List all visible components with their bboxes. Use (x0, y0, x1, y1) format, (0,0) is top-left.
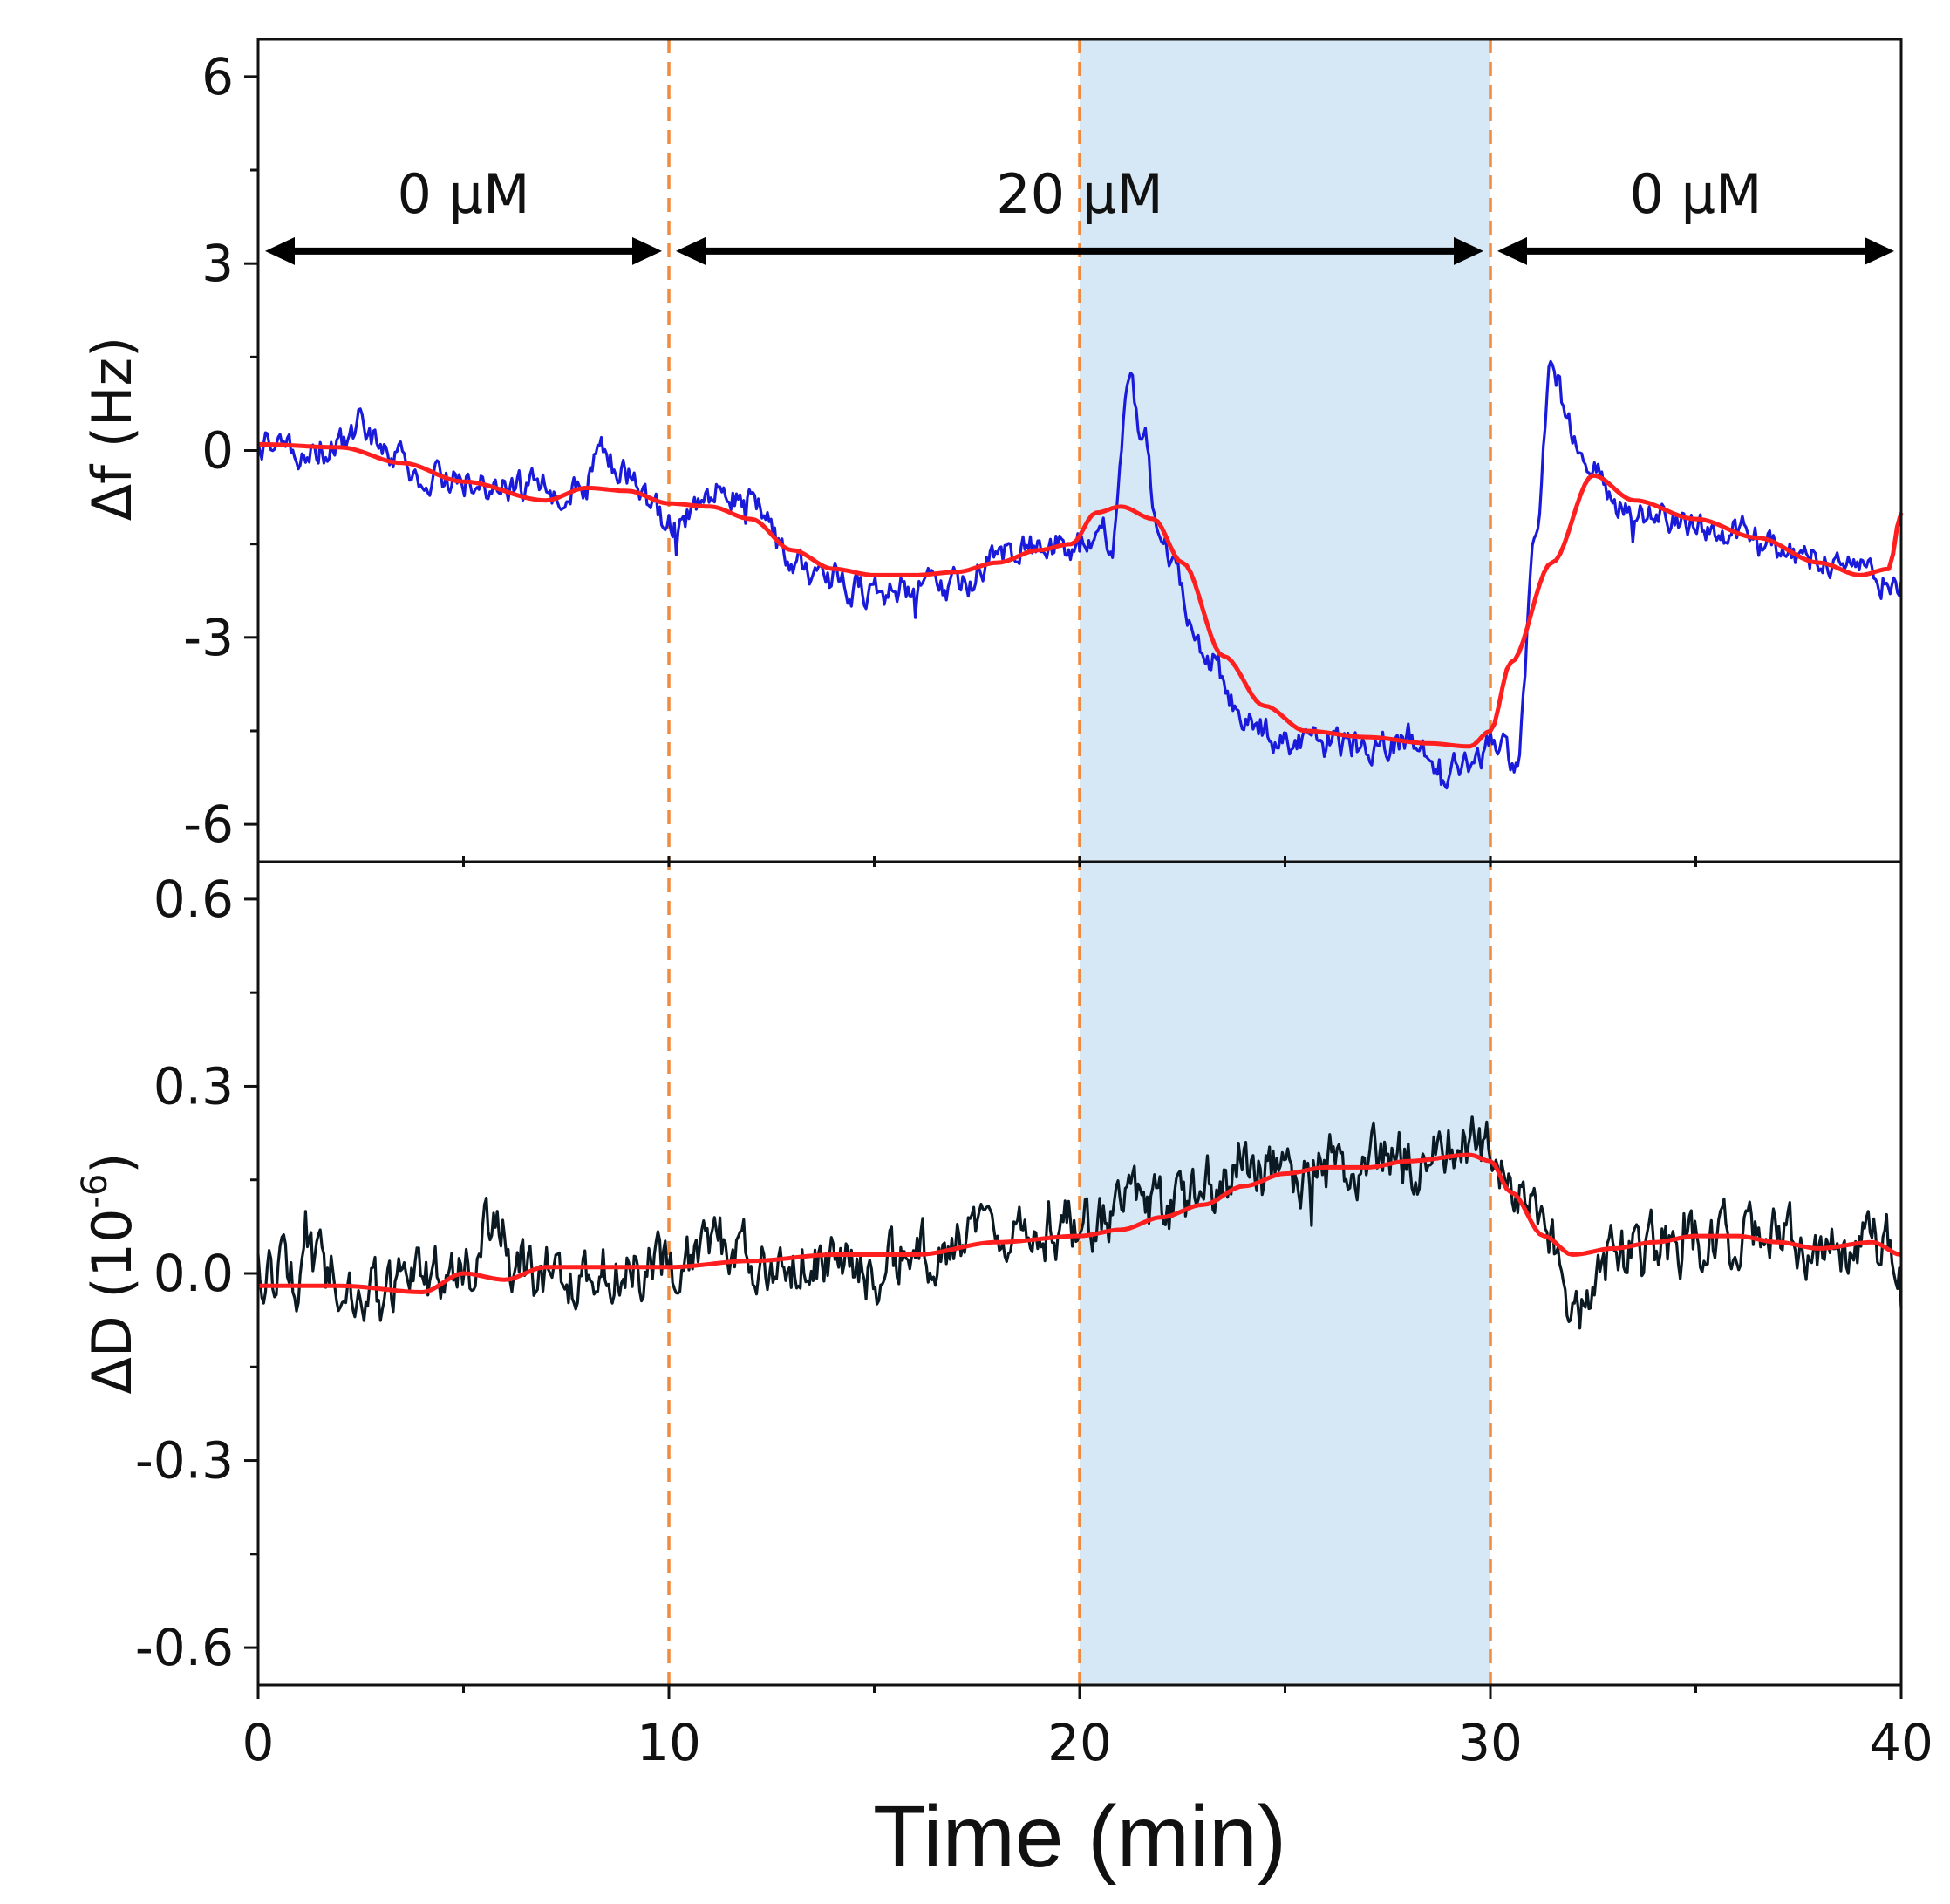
phase-arrowhead-right-0 (632, 236, 662, 265)
phase-label-0: 0 µM (397, 162, 529, 226)
series-dissipation-1 (258, 1152, 1902, 1294)
phase-arrowhead-right-2 (1865, 236, 1894, 265)
text-layer: 630-3-6Δf (Hz)0 µM 20 µM 0 µM0.60.30.0-0.3… (75, 47, 1933, 1886)
y-axis-title-prefix-dissipation: ΔD (10 (80, 1209, 144, 1395)
y-tick-label-frequency-0: 6 (201, 47, 234, 106)
y-tick-label-dissipation-4: -0.6 (135, 1618, 234, 1677)
y-tick-label-frequency-1: 3 (201, 234, 234, 293)
x-axis-title: Time (min) (873, 1788, 1286, 1886)
y-axis-title-prefix-frequency: Δf (80, 463, 144, 521)
y-axis-title-suffix-frequency: (Hz) (80, 337, 144, 465)
axes-layer (244, 38, 1903, 1699)
x-tick-label-0: 0 (242, 1713, 275, 1772)
y-axis-title-suffix-dissipation: ) (80, 1152, 144, 1173)
phase-arrowhead-left-2 (1497, 236, 1527, 265)
x-tick-label-1: 10 (637, 1713, 701, 1772)
y-axis-title-sup-dissipation: -6 (75, 1174, 115, 1209)
y-tick-label-dissipation-1: 0.3 (153, 1056, 234, 1116)
phase-label-2: 0 µM (1629, 162, 1762, 226)
y-axis-title-dissipation: ΔD (10-6) (75, 1152, 144, 1394)
phase-label-1: 20 µM (996, 162, 1163, 226)
y-tick-label-dissipation-2: 0.0 (153, 1244, 234, 1303)
y-tick-label-frequency-2: 0 (201, 421, 234, 481)
x-tick-label-2: 20 (1047, 1713, 1112, 1772)
series-frequency-1 (258, 441, 1904, 749)
x-tick-label-4: 40 (1869, 1713, 1933, 1772)
y-tick-label-frequency-3: -3 (183, 608, 234, 667)
series-layer (256, 359, 1904, 1330)
x-tick-label-3: 30 (1458, 1713, 1523, 1772)
series-frequency-0 (256, 359, 1903, 790)
phase-arrowhead-right-1 (1454, 236, 1483, 265)
phase-arrowhead-left-0 (265, 236, 295, 265)
y-tick-label-frequency-4: -6 (183, 795, 234, 854)
y-tick-label-dissipation-3: -0.3 (135, 1431, 234, 1491)
y-axis-title-frequency: Δf (Hz) (80, 337, 144, 522)
phase-arrowhead-left-1 (676, 236, 706, 265)
y-tick-label-dissipation-0: 0.6 (153, 870, 234, 929)
